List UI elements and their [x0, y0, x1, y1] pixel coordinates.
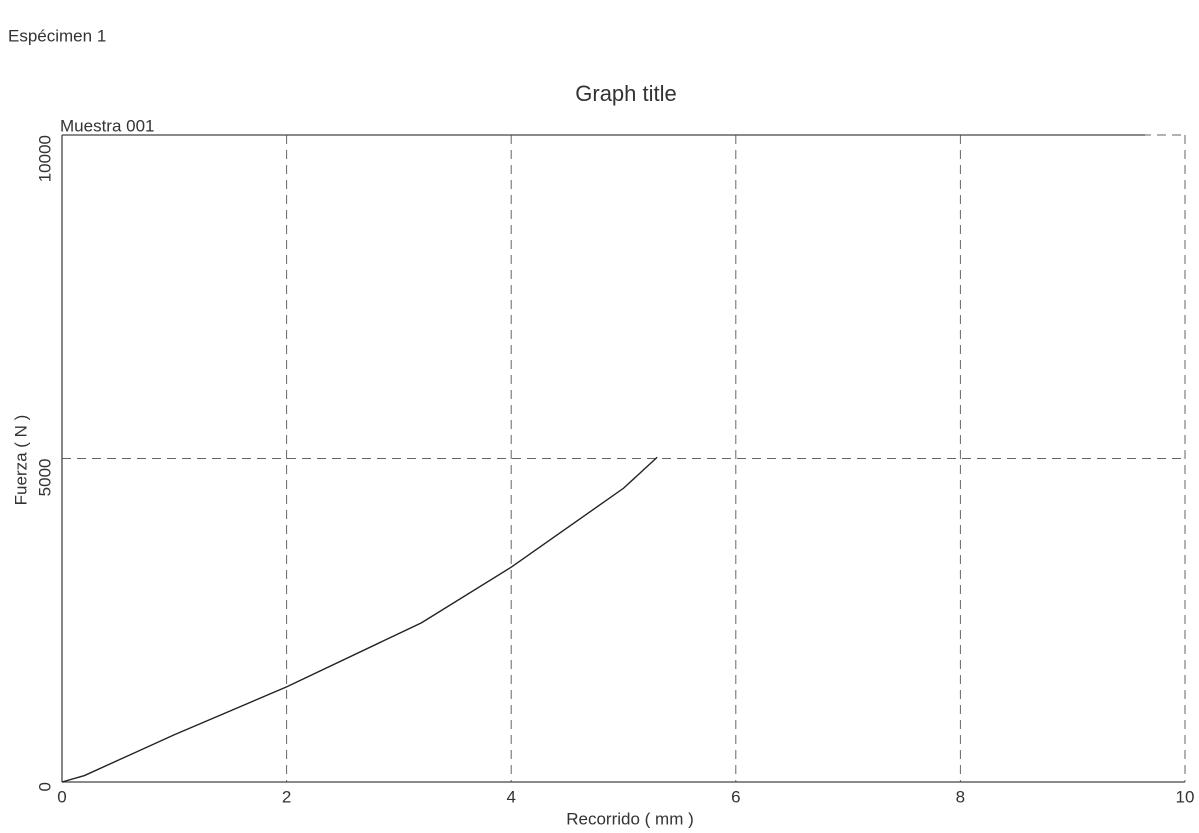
- y-tick-label: 0: [35, 782, 54, 791]
- y-axis-label: Fuerza ( N ): [11, 415, 30, 506]
- y-tick-label: 5000: [35, 459, 54, 497]
- x-tick-label: 0: [57, 787, 66, 806]
- data-line: [61, 456, 658, 783]
- specimen-label: Espécimen 1: [8, 26, 106, 45]
- x-tick-label: 2: [282, 787, 291, 806]
- x-tick-label: 4: [506, 787, 515, 806]
- chart-title: Graph title: [575, 81, 677, 106]
- x-tick-label: 6: [731, 787, 740, 806]
- legend-entry: Muestra 001: [60, 116, 155, 135]
- x-tick-label: 10: [1176, 787, 1195, 806]
- x-axis-label: Recorrido ( mm ): [566, 809, 694, 828]
- x-tick-label: 8: [956, 787, 965, 806]
- y-tick-label: 10000: [35, 135, 54, 182]
